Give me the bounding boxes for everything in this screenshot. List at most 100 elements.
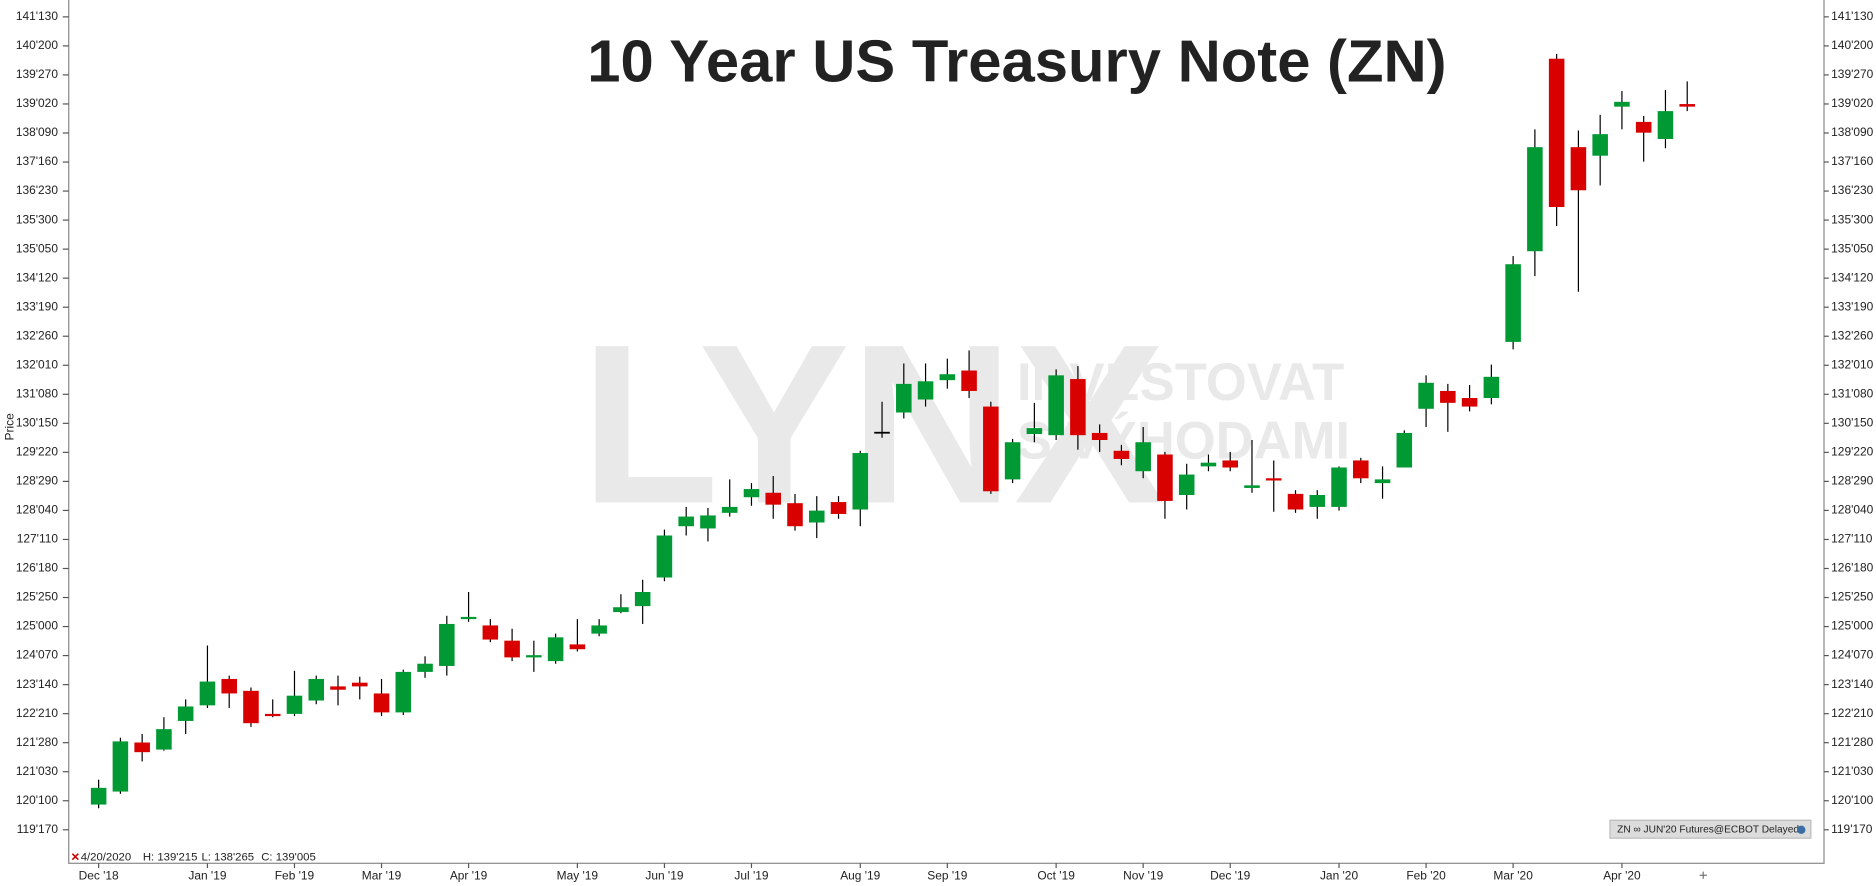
candle-body <box>1483 376 1500 399</box>
y-tick-label: 135'050 <box>16 241 58 255</box>
candle-body <box>743 489 760 498</box>
candle-body <box>1527 147 1543 252</box>
y2-tick-label: 123'140 <box>1831 677 1873 691</box>
candle-body <box>504 640 520 658</box>
candle-body <box>634 591 651 607</box>
candle-body <box>1178 474 1195 496</box>
y2-tick-label: 139'020 <box>1831 96 1873 110</box>
candle-body <box>678 516 694 527</box>
y-tick-label: 121'030 <box>16 764 58 778</box>
candle-body <box>1309 495 1326 507</box>
candle-body <box>156 729 172 750</box>
y2-tick-label: 125'250 <box>1831 590 1873 604</box>
y-tick-label: 133'190 <box>16 299 58 313</box>
y-tick-label: 124'070 <box>16 648 58 662</box>
candle-body <box>1200 462 1217 467</box>
y2-tick-label: 134'120 <box>1831 270 1873 284</box>
candle-body <box>896 383 912 413</box>
watermark-logo: LYNX <box>580 297 1165 551</box>
y2-tick-label: 128'040 <box>1831 503 1873 517</box>
y-tick-label: 128'040 <box>16 503 58 517</box>
y2-tick-label: 121'280 <box>1831 735 1873 749</box>
y-tick-label: 132'260 <box>16 328 58 342</box>
x-tick-label: Apr '19 <box>450 869 488 883</box>
candle-body <box>286 695 303 714</box>
candle-body <box>264 713 281 717</box>
y2-tick-label: 130'150 <box>1831 415 1873 429</box>
candle-body <box>961 370 977 391</box>
candle-body <box>1287 493 1304 510</box>
watermark-line: INVESTOVAT <box>1017 353 1344 412</box>
x-tick-label: Oct '19 <box>1037 869 1075 883</box>
y-tick-label: 135'300 <box>16 212 58 226</box>
candle-body <box>177 706 194 721</box>
candle-body <box>526 655 542 658</box>
candle-body <box>1113 450 1130 459</box>
candle-body <box>90 787 107 805</box>
candle-body <box>1331 467 1347 507</box>
candle-body <box>1679 104 1695 107</box>
chart-title: 10 Year US Treasury Note (ZN) <box>587 28 1446 95</box>
y2-tick-label: 140'200 <box>1831 38 1873 52</box>
y2-tick-label: 138'090 <box>1831 125 1873 139</box>
y2-tick-label: 122'210 <box>1831 706 1873 720</box>
info-date: 4/20/2020 <box>81 851 131 863</box>
candle-body <box>330 686 346 690</box>
y-tick-label: 119'170 <box>17 822 59 836</box>
y-tick-label: 125'250 <box>16 590 58 604</box>
y-tick-label: 137'160 <box>16 154 58 168</box>
candle-body <box>1004 442 1021 480</box>
candle-body <box>1070 379 1086 436</box>
candle-body <box>983 406 999 492</box>
y-tick-label: 128'290 <box>16 474 58 488</box>
y2-tick-label: 135'050 <box>1831 241 1873 255</box>
candle-body <box>1026 428 1043 435</box>
candle-body <box>613 607 629 613</box>
info-bar: 4/20/2020 H: 139'215 L: 138'265 C: 139'0… <box>71 851 316 863</box>
x-tick-label: Jan '20 <box>1320 869 1358 883</box>
x-tick-label: Dec '18 <box>79 869 119 883</box>
legend-text: ZN ∞ JUN'20 Futures@ECBOT Delayed <box>1617 824 1799 835</box>
y-tick-label: 139'020 <box>16 96 58 110</box>
x-tick-label: May '19 <box>557 869 599 883</box>
candle-body <box>1091 432 1108 441</box>
plot-frame <box>68 0 1825 864</box>
y-tick-label: 127'110 <box>17 532 59 546</box>
x-tick-label: Feb '20 <box>1406 869 1446 883</box>
legend-icon <box>1797 825 1806 834</box>
candle-body <box>199 681 216 706</box>
candle-body <box>1222 460 1238 468</box>
y2-tick-label: 125'000 <box>1831 619 1873 633</box>
y-tick-label: 125'000 <box>16 619 58 633</box>
candle-body <box>308 678 325 701</box>
y-tick-label: 138'090 <box>16 125 58 139</box>
candle-body <box>373 693 390 713</box>
candle-body <box>351 682 368 687</box>
y2-tick-label: 124'070 <box>1831 648 1873 662</box>
candle-body <box>1048 375 1064 436</box>
candle-body <box>1244 485 1260 488</box>
candle-body <box>1461 398 1478 407</box>
candle-body <box>721 506 738 513</box>
y-tick-label: 126'180 <box>16 561 58 575</box>
candle-body <box>917 381 934 400</box>
x-tick-label: Mar '20 <box>1493 869 1533 883</box>
candle-body <box>1657 111 1674 139</box>
y2-tick-label: 131'080 <box>1831 386 1873 400</box>
candle-body <box>1614 101 1630 107</box>
y-tick-label: 139'270 <box>16 67 58 81</box>
y-tick-label: 123'140 <box>16 677 58 691</box>
corner-icon <box>1699 871 1707 879</box>
info-low: L: 138'265 <box>201 851 254 863</box>
candle-body <box>417 663 433 672</box>
y2-tick-label: 126'180 <box>1831 561 1873 575</box>
y2-tick-label: 132'010 <box>1831 357 1873 371</box>
y-tick-label: 131'080 <box>16 386 58 400</box>
candle-body <box>482 625 499 640</box>
candle-body <box>1265 478 1282 481</box>
y-axis-label: Price <box>2 413 16 441</box>
candle-body <box>1505 264 1521 342</box>
candle-body <box>939 374 956 381</box>
candle-body <box>1135 442 1151 472</box>
